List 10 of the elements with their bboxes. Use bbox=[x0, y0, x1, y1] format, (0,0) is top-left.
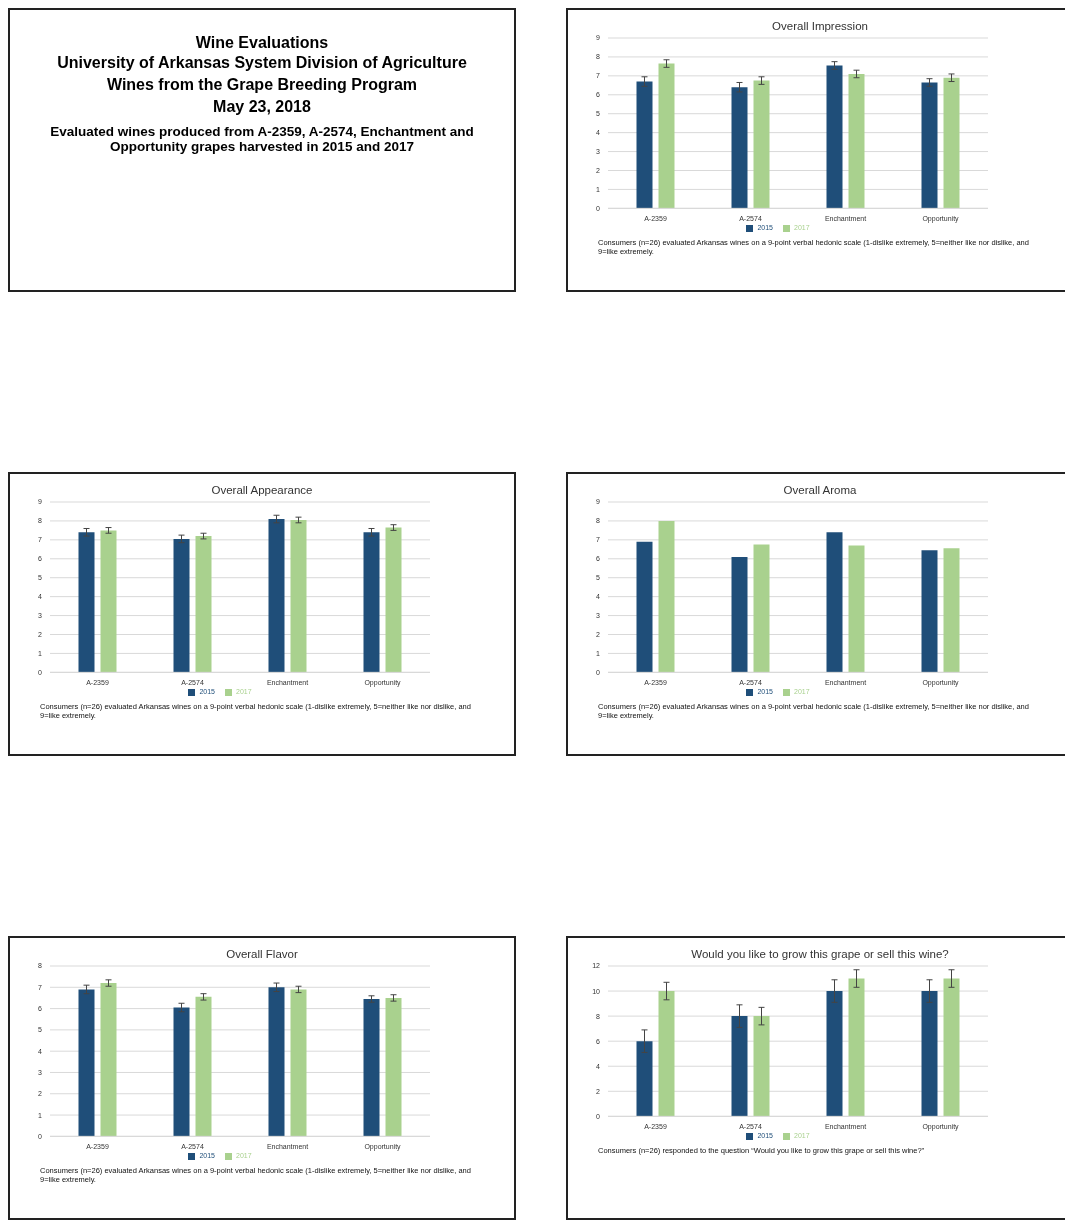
chart-title: Overall Impression bbox=[771, 19, 869, 32]
chart-title: Overall Flavor bbox=[225, 947, 299, 960]
text: Evaluated wines produced from A-2359, A-2574, Enchantment and Opportunity grapes harvested in 2015 and 2017 bbox=[49, 123, 475, 154]
text: University of Arkansas System Division of Agriculture bbox=[56, 53, 468, 73]
chart-title: Overall Appearance bbox=[210, 483, 314, 496]
text: May 23, 2018 bbox=[212, 97, 312, 117]
text: Wine Evaluations bbox=[194, 34, 330, 52]
chart-title: Would you like to grow this grape or sell this wine? bbox=[690, 947, 950, 960]
text: Wines from the Grape Breeding Program bbox=[105, 75, 419, 95]
chart-title: Overall Aroma bbox=[782, 483, 858, 496]
